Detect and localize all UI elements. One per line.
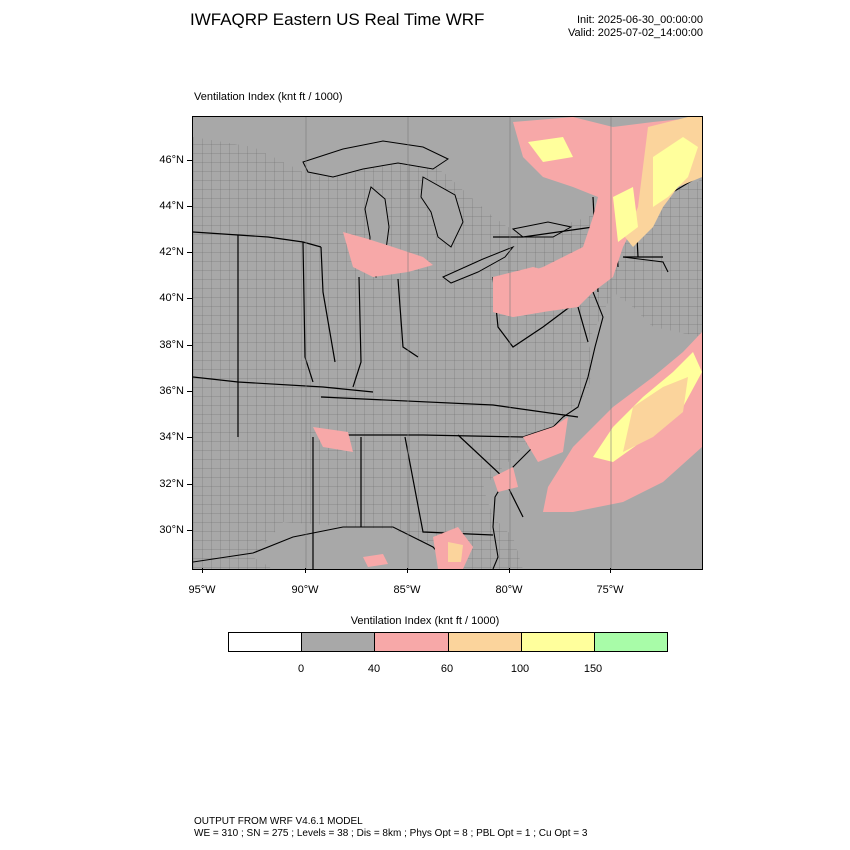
lon-tick xyxy=(610,568,611,573)
legend-swatch xyxy=(448,633,522,651)
legend-label: 0 xyxy=(297,663,305,675)
patch-vt-yellow xyxy=(613,187,638,242)
map-panel xyxy=(192,116,703,570)
lat-label-30: 30°N xyxy=(159,524,184,536)
legend-label: 40 xyxy=(367,663,381,675)
patch-ohio-pink xyxy=(493,267,593,317)
lake-erie xyxy=(442,245,515,284)
valid-time: Valid: 2025-07-02_14:00:00 xyxy=(568,27,703,39)
legend-swatch xyxy=(594,633,668,651)
lake-superior xyxy=(302,140,450,178)
legend-swatch xyxy=(302,633,376,651)
latitude-axis: 46°N 44°N 42°N 40°N 38°N 36°N 34°N 32°N … xyxy=(120,116,192,570)
legend-label: 60 xyxy=(440,663,454,675)
lon-tick xyxy=(509,568,510,573)
lat-label-46: 46°N xyxy=(159,154,184,166)
legend-label: 100 xyxy=(510,663,530,675)
lon-label-95: 95°W xyxy=(188,584,216,596)
map-title: IWFAQRP Eastern US Real Time WRF xyxy=(190,10,485,29)
lon-tick xyxy=(202,568,203,573)
patch-gulf-pink xyxy=(363,554,388,567)
lat-tick xyxy=(187,298,192,299)
lat-label-36: 36°N xyxy=(159,385,184,397)
init-time: Init: 2025-06-30_00:00:00 xyxy=(577,14,703,26)
patch-arkansas-pink xyxy=(313,427,353,452)
patch-georgia-pink xyxy=(493,467,518,492)
patch-florida-orange xyxy=(448,542,463,562)
lon-label-85: 85°W xyxy=(393,584,421,596)
model-settings: WE = 310 ; SN = 275 ; Levels = 38 ; Dis … xyxy=(194,828,588,839)
lon-tick xyxy=(305,568,306,573)
lat-tick xyxy=(187,345,192,346)
lat-tick xyxy=(187,530,192,531)
patch-maine-yellow xyxy=(653,137,698,207)
lon-label-75: 75°W xyxy=(596,584,624,596)
legend-label: 150 xyxy=(583,663,603,675)
longitude-axis: 95°W 90°W 85°W 80°W 75°W xyxy=(188,568,703,608)
lat-label-40: 40°N xyxy=(159,292,184,304)
lat-label-34: 34°N xyxy=(159,431,184,443)
legend-swatch xyxy=(375,633,449,651)
lat-label-38: 38°N xyxy=(159,339,184,351)
lat-tick xyxy=(187,206,192,207)
lat-tick xyxy=(187,484,192,485)
patch-atlantic-orange xyxy=(623,377,688,452)
legend-swatch xyxy=(229,633,303,651)
lat-lon-graticule xyxy=(305,117,612,569)
lat-label-32: 32°N xyxy=(159,478,184,490)
lon-label-90: 90°W xyxy=(291,584,319,596)
lat-tick xyxy=(187,391,192,392)
gulf-of-mexico xyxy=(253,522,453,569)
map-canvas xyxy=(193,117,702,569)
lat-label-44: 44°N xyxy=(159,200,184,212)
lat-tick xyxy=(187,437,192,438)
legend-swatch xyxy=(521,633,595,651)
patch-michigan-pink xyxy=(343,232,433,277)
ventilation-patches xyxy=(313,117,702,569)
lat-tick xyxy=(187,252,192,253)
lake-huron xyxy=(420,176,464,248)
patch-ny-yellow xyxy=(528,137,573,162)
lon-label-80: 80°W xyxy=(495,584,523,596)
color-legend xyxy=(228,632,668,652)
lon-tick xyxy=(407,568,408,573)
model-info: OUTPUT FROM WRF V4.6.1 MODEL xyxy=(194,816,363,827)
map-field-label: Ventilation Index (knt ft / 1000) xyxy=(194,91,343,103)
lat-tick xyxy=(187,160,192,161)
legend-title: Ventilation Index (knt ft / 1000) xyxy=(350,615,500,627)
patch-carolina-pink xyxy=(523,417,568,462)
lat-label-42: 42°N xyxy=(159,246,184,258)
